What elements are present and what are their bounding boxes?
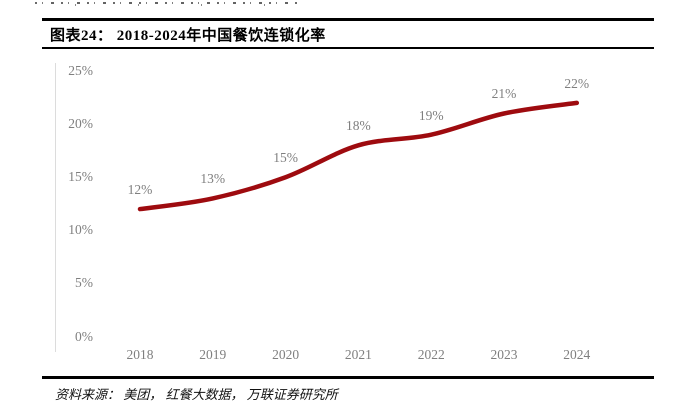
point-value-label: 19% (418, 107, 444, 123)
figure-top-rule (42, 18, 654, 21)
point-value-label: 15% (273, 150, 298, 166)
x-year-label: 2018 (126, 347, 154, 362)
x-year-label: 2021 (344, 347, 372, 362)
y-tick-label: 0% (75, 328, 93, 344)
x-year-label: 2019 (199, 347, 227, 362)
x-year-label: 2022 (417, 347, 445, 362)
chart-left-border (55, 63, 56, 352)
point-value-label: 21% (491, 86, 517, 102)
y-tick-label: 25% (68, 63, 93, 78)
y-tick-label: 10% (68, 222, 93, 238)
point-value-label: 13% (200, 171, 226, 187)
point-value-label: 12% (127, 182, 153, 198)
x-year-label: 2020 (272, 347, 300, 362)
x-year-label: 2023 (490, 347, 518, 362)
clipped-header-text-fragment (35, 2, 297, 6)
figure-bottom-rule (42, 376, 654, 379)
chain-rate-series-line (137, 100, 580, 212)
x-year-label: 2024 (563, 347, 591, 362)
point-value-label: 22% (564, 75, 590, 91)
y-tick-label: 5% (75, 275, 93, 291)
point-value-label: 18% (346, 118, 371, 134)
y-tick-label: 20% (68, 116, 93, 132)
y-tick-label: 15% (68, 169, 93, 185)
figure-title-divider-rule (42, 46, 654, 49)
figure-title: 图表24： 2018-2024年中国餐饮连锁化率 (50, 28, 326, 44)
source-attribution: 资料来源： 美团， 红餐大数据， 万联证券研究所 (55, 387, 338, 402)
